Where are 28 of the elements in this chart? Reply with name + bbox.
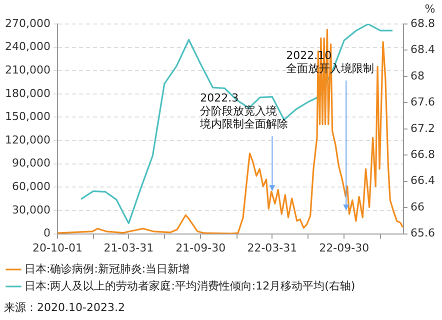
y-tick-label: 270,000: [4, 16, 50, 30]
y-tick-label: 90,000: [12, 156, 50, 170]
y-tick-label: 150,000: [4, 110, 50, 124]
y-tick-label: 30,000: [12, 203, 50, 216]
y-tick-label: 240,000: [4, 40, 50, 54]
x-tick-label: 22-03-31: [247, 241, 298, 254]
y-tick-label: 60,000: [12, 180, 50, 194]
y-tick-label: 120,000: [4, 133, 50, 146]
y2-tick-label: 67.2: [410, 122, 436, 135]
legend-label: 日本:两人及以上的劳动者家庭:平均消费性倾向:12月移动平均(右轴): [24, 279, 356, 292]
x-tick-label: 20-10-01: [32, 241, 82, 254]
y2-tick-label: 68: [410, 69, 425, 82]
y2-tick-label: 68.8: [410, 16, 436, 30]
y-tick-label: 0: [43, 226, 50, 240]
y-tick-label: 180,000: [4, 86, 50, 100]
x-tick-label: 21-03-31: [104, 241, 154, 254]
legend-label: 日本:确诊病例:新冠肺炎:当日新增: [24, 262, 190, 276]
y2-tick-label: 68.4: [410, 43, 436, 56]
y2-tick-label: 67.6: [410, 96, 436, 109]
y2-tick-label: 66.8: [410, 148, 436, 161]
x-tick-label: 22-09-30: [319, 241, 370, 254]
y2-tick-label: 66: [410, 200, 425, 214]
x-tick-label: 21-09-30: [176, 241, 226, 254]
y2-axis-title: %: [424, 2, 436, 16]
y2-tick-label: 65.6: [410, 226, 436, 240]
y-tick-label: 210,000: [4, 63, 50, 76]
y2-tick-label: 66.4: [410, 174, 436, 188]
source-note: 来源：2020.10-2023.2: [4, 300, 125, 315]
